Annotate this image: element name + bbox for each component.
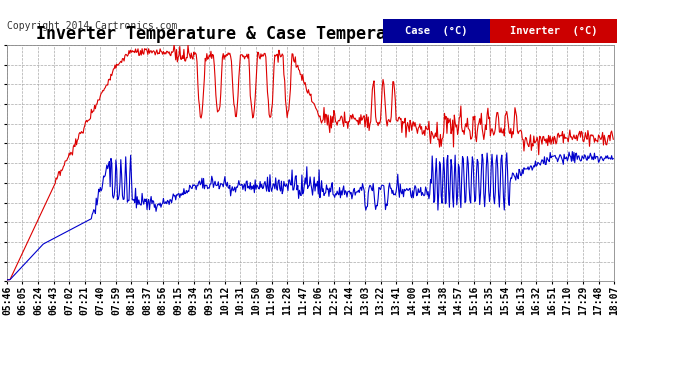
Text: Case  (°C): Case (°C) (405, 26, 468, 36)
Text: Copyright 2014 Cartronics.com: Copyright 2014 Cartronics.com (7, 21, 177, 31)
FancyBboxPatch shape (384, 19, 490, 43)
FancyBboxPatch shape (490, 19, 617, 43)
Text: Inverter  (°C): Inverter (°C) (510, 26, 597, 36)
Title: Inverter Temperature & Case Temperature Fri Aug 1 18:11: Inverter Temperature & Case Temperature … (35, 24, 586, 44)
